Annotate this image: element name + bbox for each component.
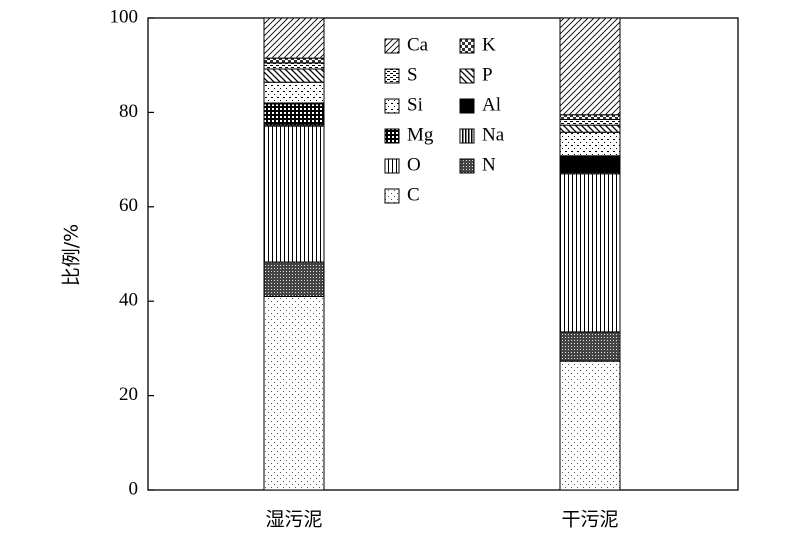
bar-segment	[559, 114, 621, 120]
y-tick-label: 100	[110, 6, 139, 27]
legend-swatch	[459, 68, 475, 84]
legend-swatch	[459, 98, 475, 114]
bar-segment	[559, 124, 621, 133]
bar-segment	[559, 155, 621, 171]
legend-label: Na	[482, 124, 505, 145]
y-tick-label: 0	[129, 478, 139, 499]
legend-label: O	[407, 154, 421, 175]
bar-segment	[559, 360, 621, 491]
bar-segment	[263, 57, 325, 64]
bar-segment	[263, 103, 325, 126]
x-tick-label: 干污泥	[561, 509, 618, 531]
bar-segment	[559, 118, 621, 126]
y-tick-label: 60	[119, 195, 138, 216]
bar-segment	[263, 17, 325, 59]
legend-swatch	[459, 38, 475, 54]
legend-swatch	[459, 158, 475, 174]
legend-swatch	[384, 38, 400, 54]
legend-swatch	[384, 128, 400, 144]
legend-label: Si	[407, 94, 423, 115]
legend-label: Ca	[407, 34, 429, 55]
legend-label: K	[482, 34, 496, 55]
legend-label: Al	[482, 94, 501, 115]
bar-segment	[263, 62, 325, 70]
legend-label: C	[407, 184, 420, 205]
y-tick-label: 20	[119, 384, 138, 405]
legend-swatch	[384, 68, 400, 84]
legend-label: N	[482, 154, 496, 175]
x-tick-label: 湿污泥	[265, 509, 322, 531]
bar-segment	[263, 68, 325, 83]
bar-segment	[559, 17, 621, 116]
y-axis-label: 比例/%	[61, 224, 83, 286]
legend-swatch	[384, 188, 400, 204]
legend-label: Mg	[407, 124, 434, 145]
legend-swatch	[384, 158, 400, 174]
bar-segment	[559, 131, 621, 157]
bar-segment	[559, 173, 621, 333]
y-tick-label: 40	[119, 290, 138, 311]
bar-segment	[263, 261, 325, 297]
legend-swatch	[384, 98, 400, 114]
y-tick-label: 80	[119, 101, 138, 122]
bar-segment	[263, 295, 325, 491]
bar-segment	[559, 331, 621, 362]
bar-segment	[263, 125, 325, 263]
legend-label: P	[482, 64, 493, 85]
plot-frame	[147, 17, 739, 491]
legend-label: S	[407, 64, 418, 85]
legend-swatch	[459, 128, 475, 144]
bar-segment	[263, 81, 325, 104]
